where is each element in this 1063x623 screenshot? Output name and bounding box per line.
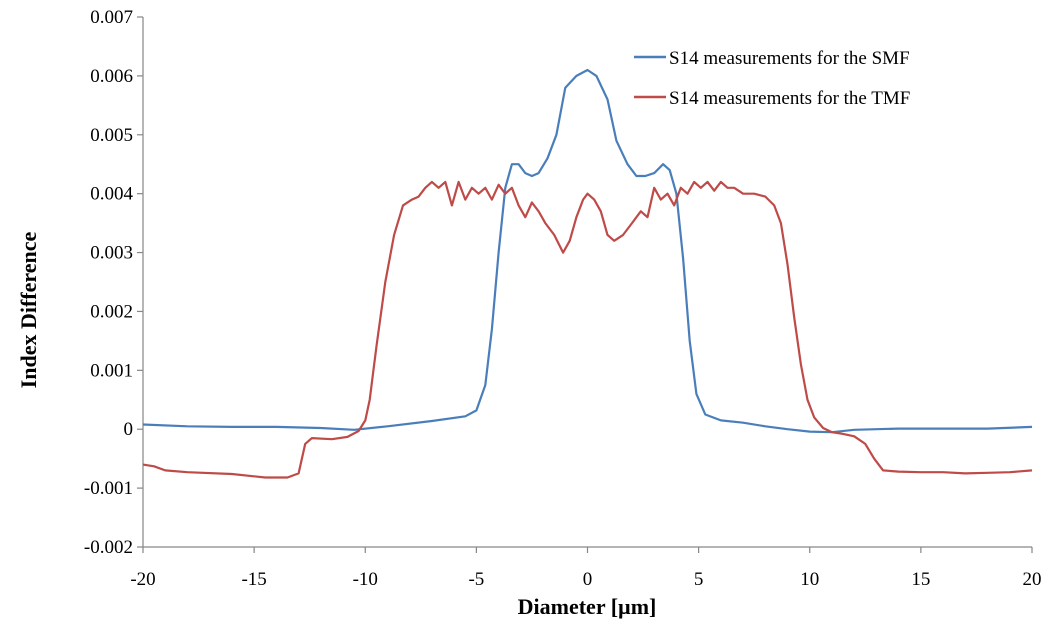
x-tick-label: -5	[468, 569, 484, 590]
y-tick-label: 0.006	[90, 66, 133, 87]
x-tick-label: -10	[353, 569, 378, 590]
y-tick-label: 0.002	[90, 301, 133, 322]
x-axis-title: Diameter [µm]	[518, 594, 657, 619]
y-tick-label: 0.004	[90, 184, 133, 205]
x-tick-label: 15	[911, 569, 930, 590]
series-line-smf	[142, 68, 1033, 434]
x-tick-label: 0	[583, 569, 593, 590]
legend: S14 measurements for the SMF S14 measurem…	[634, 48, 910, 109]
legend-label-tmf: S14 measurements for the TMF	[669, 88, 910, 109]
x-tick-label: -15	[241, 569, 266, 590]
series-line-tmf	[142, 180, 1033, 479]
tick-labels: -0.002 -0.001 0 0.001 0.002 0.003 0.004 0.005 0.…	[84, 7, 1042, 590]
y-tick-label: 0.003	[90, 243, 133, 264]
x-tick-label: 5	[694, 569, 704, 590]
x-tick-label: -20	[130, 569, 155, 590]
y-axis-title: Index Difference	[16, 231, 41, 388]
y-tick-label: -0.001	[84, 478, 133, 499]
x-tick-label: 20	[1023, 569, 1042, 590]
series-layer	[142, 68, 1033, 479]
x-tick-label: 10	[800, 569, 819, 590]
y-tick-label: -0.002	[84, 537, 133, 558]
y-tick-label: 0.005	[90, 125, 133, 146]
y-tick-label: 0	[124, 419, 134, 440]
y-tick-label: 0.007	[90, 7, 133, 28]
axes	[137, 16, 1033, 553]
legend-label-smf: S14 measurements for the SMF	[669, 48, 910, 69]
y-tick-label: 0.001	[90, 360, 133, 381]
